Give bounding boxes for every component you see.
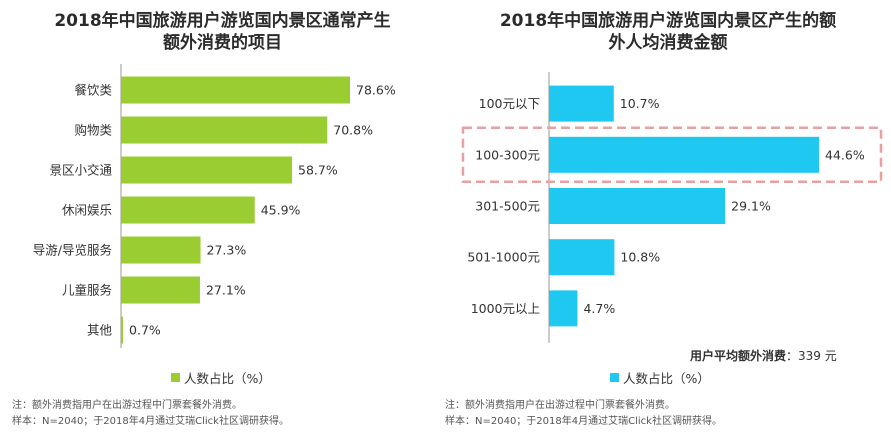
right-chart-value-label-1: 44.6%: [825, 147, 865, 162]
left-chart-value-label-4: 27.3%: [207, 243, 247, 258]
legend-label-right: 人数占比（%）: [623, 371, 710, 386]
left-chart-value-label-3: 45.9%: [261, 203, 301, 218]
note-right-sample: 样本：N=2040；于2018年4月通过艾瑞Click社区调研获得。: [445, 416, 722, 427]
left-chart-bar-6: [121, 316, 124, 344]
right-chart-value-label-4: 4.7%: [583, 301, 615, 316]
left-chart-value-label-5: 27.1%: [206, 283, 246, 298]
legend-label-left: 人数占比（%）: [184, 371, 271, 386]
chart-title-right-line2: 外人均消费金额: [608, 33, 728, 53]
legend-left: 人数占比（%）: [171, 368, 271, 387]
left-chart-category-label-4: 导游/导览服务: [33, 243, 112, 258]
notes-right: 注：额外消费指用户在出游过程中门票套餐外消费。 样本：N=2040；于2018年…: [445, 398, 885, 430]
left-chart-bar-4: [121, 236, 201, 264]
left-chart-bar-1: [121, 116, 328, 144]
right-chart-bar-1: [549, 136, 819, 173]
left-chart-bar-0: [121, 76, 350, 104]
chart-title-left-line2: 额外消费的项目: [163, 33, 282, 53]
left-chart-category-label-2: 景区小交通: [49, 163, 112, 178]
right-chart-value-label-3: 10.8%: [620, 250, 660, 265]
average-spend-value: ：339 元: [786, 349, 837, 363]
left-chart-category-label-3: 休闲娱乐: [62, 203, 112, 218]
legend-right: 人数占比（%）: [610, 368, 710, 387]
left-chart-category-label-6: 其他: [87, 323, 113, 338]
chart-title-right: 2018年中国旅游用户游览国内景区产生的额 外人均消费金额: [445, 10, 891, 54]
right-chart-bar-3: [549, 239, 615, 276]
right-chart-category-label-4: 1000元以上: [471, 301, 540, 316]
right-chart-value-label-2: 29.1%: [731, 199, 771, 214]
average-spend-annotation: 用户平均额外消费：339 元: [690, 347, 837, 364]
right-chart-highlight-box: [461, 126, 883, 184]
left-chart-category-label-1: 购物类: [74, 123, 112, 138]
legend-swatch-right: [610, 373, 619, 382]
average-spend-label: 用户平均额外消费: [690, 349, 787, 363]
left-chart-category-label-0: 餐饮类: [74, 83, 112, 98]
right-chart-bar-4: [549, 290, 578, 327]
left-chart-bar-3: [121, 196, 255, 224]
right-chart-value-label-0: 10.7%: [620, 96, 660, 111]
right-chart-category-label-0: 100元以下: [479, 96, 540, 111]
left-chart-bar-5: [121, 276, 200, 304]
right-chart-category-label-2: 301-500元: [475, 199, 540, 214]
left-chart-bar-2: [121, 156, 293, 184]
legend-swatch-left: [171, 373, 180, 382]
left-chart-value-label-0: 78.6%: [356, 83, 396, 98]
chart-title-left: 2018年中国旅游用户游览国内景区通常产生 额外消费的项目: [0, 10, 445, 54]
notes-left: 注：额外消费指用户在出游过程中门票套餐外消费。 样本：N=2040；于2018年…: [12, 398, 432, 430]
note-right-definition: 注：额外消费指用户在出游过程中门票套餐外消费。: [445, 400, 675, 411]
right-chart-bar-0: [549, 85, 614, 122]
right-chart-category-label-1: 100-300元: [475, 147, 540, 162]
note-left-sample: 样本：N=2040；于2018年4月通过艾瑞Click社区调研获得。: [12, 416, 289, 427]
note-left-definition: 注：额外消费指用户在出游过程中门票套餐外消费。: [12, 400, 242, 411]
left-chart-value-label-1: 70.8%: [333, 123, 373, 138]
left-chart-value-label-6: 0.7%: [129, 323, 161, 338]
chart-title-left-line1: 2018年中国旅游用户游览国内景区通常产生: [54, 11, 391, 31]
left-chart-value-label-2: 58.7%: [298, 163, 338, 178]
right-chart-category-label-3: 501-1000元: [467, 250, 540, 265]
chart-title-right-line1: 2018年中国旅游用户游览国内景区产生的额: [499, 11, 837, 31]
left-chart-category-label-5: 儿童服务: [62, 283, 112, 298]
right-chart-bar-2: [549, 188, 726, 224]
